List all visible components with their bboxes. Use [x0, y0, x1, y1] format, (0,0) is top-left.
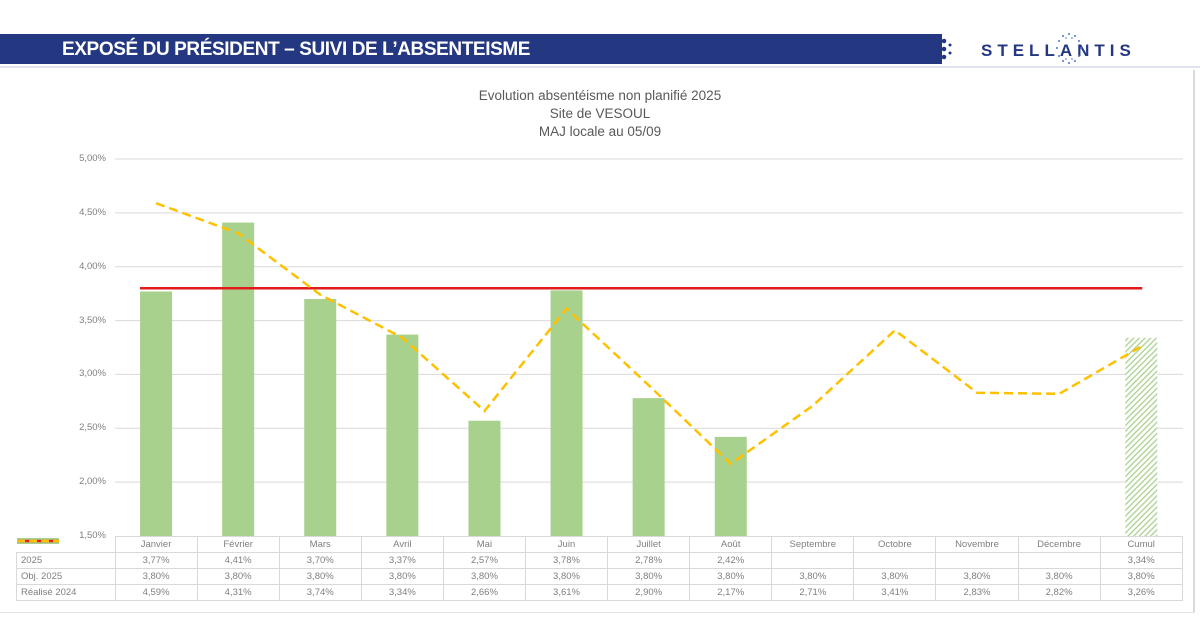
header-divider — [0, 66, 1200, 68]
bar-cumul — [1125, 337, 1158, 536]
table-cell: 3,80% — [360, 568, 444, 585]
column-header: Cumul — [1099, 536, 1183, 553]
table-cell: 3,34% — [1099, 552, 1183, 569]
table-row: 2025 3,77% 4,41% 3,70% 3,37% 2,57% 3,78% 2,78% 2… — [16, 537, 1183, 569]
column-header: Janvier — [114, 536, 198, 553]
legend-entry: 2025 — [16, 537, 116, 569]
table-cell: 3,80% — [853, 568, 937, 585]
y-tick-label: 3,00% — [79, 368, 106, 380]
table-row: Réalisé 2024 4,59% 4,31% 3,74% 3,34% 2,66% 3,6… — [16, 539, 1183, 601]
chart-subtitle-update: MAJ locale au 05/09 — [538, 124, 662, 139]
table-row: Obj. 2025 3,80% 3,80% 3,80% 3,80% 3,80% 3,80% 3… — [16, 539, 1183, 585]
table-cell: 3,77% — [114, 552, 198, 569]
table-cell: 3,80% — [278, 568, 362, 585]
table-cell: 3,26% — [1099, 584, 1183, 601]
bar-mars — [304, 299, 337, 536]
column-header: Mai — [442, 536, 526, 553]
column-header: Octobre — [853, 536, 937, 553]
page-title: EXPOSÉ DU PRÉSIDENT – SUIVI DE L’ABSENTE… — [62, 39, 531, 60]
table-cell: 2,66% — [442, 584, 526, 601]
logo-halo-icon — [1056, 33, 1082, 64]
table-cell: 2,57% — [442, 552, 526, 569]
table-cell: 3,80% — [771, 568, 855, 585]
column-header: Février — [196, 536, 280, 553]
table-cell: 3,41% — [853, 584, 937, 601]
stellantis-logo: STELLANTIS — [981, 41, 1136, 60]
table-cell: 2,78% — [607, 552, 691, 569]
chart-subtitle-site: Site de VESOUL — [549, 106, 651, 121]
y-tick-label: 4,00% — [79, 260, 106, 272]
legend-label: 2025 — [21, 555, 43, 566]
column-header: Août — [689, 536, 773, 553]
column-header: Juillet — [607, 536, 691, 553]
table-cell: 3,37% — [360, 552, 444, 569]
legend-dashed-line-icon — [16, 539, 59, 542]
table-cell: 3,80% — [524, 568, 609, 585]
table-cell: 3,74% — [278, 584, 362, 601]
table-cell: 2,17% — [689, 584, 773, 601]
y-tick-label: 3,50% — [79, 314, 106, 326]
bar-juillet — [632, 398, 665, 536]
table-cell: 3,70% — [278, 552, 362, 569]
column-header: Septembre — [771, 536, 855, 553]
y-tick-label: 1,50% — [79, 530, 106, 541]
bar-février — [222, 222, 255, 536]
column-header: Mars — [278, 536, 362, 553]
table-cell: 3,80% — [442, 568, 526, 585]
y-tick-label: 2,50% — [79, 422, 106, 434]
table-cell: 3,80% — [689, 568, 773, 585]
table-cell — [771, 552, 855, 569]
y-tick-label: 5,00% — [79, 153, 106, 164]
legend-label: Réalisé 2024 — [21, 587, 77, 598]
table-cell: 3,80% — [607, 568, 691, 585]
y-tick-label: 4,50% — [79, 206, 106, 218]
column-header: Décembre — [1017, 536, 1101, 553]
table-cell: 3,80% — [1099, 568, 1183, 585]
table-cell: 3,34% — [360, 584, 444, 601]
header-banner: EXPOSÉ DU PRÉSIDENT – SUIVI DE L’ABSENTE… — [0, 34, 940, 64]
table-cell: 3,80% — [1017, 568, 1101, 585]
bar-avril — [386, 334, 419, 536]
table-cell: 3,80% — [196, 568, 280, 585]
legend-entry: Réalisé 2024 — [16, 539, 116, 601]
realise-2024-line — [155, 201, 1142, 466]
column-header: Juin — [524, 536, 609, 553]
table-cell: 3,78% — [524, 552, 609, 569]
bar-mai — [468, 420, 501, 536]
y-tick-label: 2,00% — [79, 476, 106, 488]
chart-title: Evolution absentéisme non planifié 2025 — [478, 88, 722, 103]
bar-janvier — [140, 291, 173, 536]
table-cell: 4,41% — [196, 552, 280, 569]
chart-frame — [0, 70, 1195, 613]
table-cell: 3,80% — [935, 568, 1019, 585]
column-header: Novembre — [935, 536, 1019, 553]
table-cell — [853, 552, 937, 569]
banner-dots-icon — [940, 34, 952, 64]
table-cell: 2,83% — [935, 584, 1019, 601]
legend-label: Obj. 2025 — [21, 571, 63, 582]
table-cell: 3,80% — [114, 568, 198, 585]
table-cell: 2,90% — [607, 584, 691, 601]
table-cell: 2,42% — [689, 552, 773, 569]
table-cell — [1017, 552, 1101, 569]
table-cell: 4,59% — [114, 584, 198, 601]
column-header: Avril — [360, 536, 444, 553]
table-cell: 2,82% — [1017, 584, 1101, 601]
table-cell: 4,31% — [196, 584, 280, 601]
legend-entry: Obj. 2025 — [16, 539, 116, 585]
table-cell: 3,61% — [524, 584, 609, 601]
data-table: Janvier Février Mars Avril Mai Juin Juillet Aoû… — [16, 536, 1183, 601]
table-cell — [935, 552, 1019, 569]
table-cell: 2,71% — [771, 584, 855, 601]
bar-juin — [550, 290, 583, 536]
